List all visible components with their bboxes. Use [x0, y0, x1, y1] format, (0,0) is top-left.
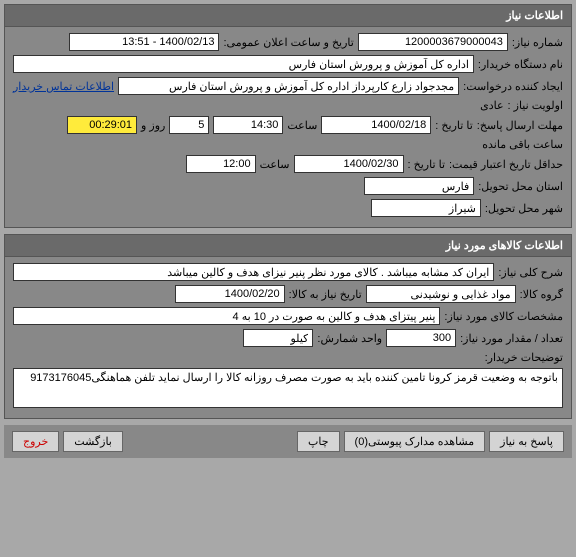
back-button[interactable]: بازگشت — [63, 431, 123, 452]
priority-value: عادی — [480, 99, 503, 112]
announce-field — [69, 33, 219, 51]
days-count-field — [169, 116, 209, 134]
row-delivery-province: استان محل تحویل: — [13, 177, 563, 195]
to-date-label: تا تاریخ : — [435, 119, 472, 132]
min-valid-date-field — [294, 155, 404, 173]
min-valid-label: حداقل تاریخ اعتبار قیمت: — [449, 158, 563, 171]
need-date-label: تاریخ نیاز به کالا: — [289, 288, 362, 301]
buyer-org-field — [13, 55, 474, 73]
row-creator: ایجاد کننده درخواست: اطلاعات تماس خریدار — [13, 77, 563, 95]
unit-field — [243, 329, 313, 347]
button-spacer — [127, 431, 293, 452]
spec-field — [13, 307, 440, 325]
button-row: پاسخ به نیاز مشاهده مدارک پیوستی(0) چاپ … — [4, 425, 572, 458]
deadline-label: مهلت ارسال پاسخ: — [477, 119, 563, 132]
qty-label: تعداد / مقدار مورد نیاز: — [460, 332, 563, 345]
row-group: گروه کالا: تاریخ نیاز به کالا: — [13, 285, 563, 303]
attachments-button[interactable]: مشاهده مدارک پیوستی(0) — [344, 431, 486, 452]
need-info-header: اطلاعات نیاز — [5, 5, 571, 27]
row-priority: اولویت نیاز : عادی — [13, 99, 563, 112]
deadline-time-field — [213, 116, 283, 134]
row-need-number: شماره نیاز: تاریخ و ساعت اعلان عمومی: — [13, 33, 563, 51]
delivery-province-field — [364, 177, 474, 195]
respond-button[interactable]: پاسخ به نیاز — [489, 431, 564, 452]
notes-label: توضیحات خریدار: — [485, 351, 563, 364]
print-button[interactable]: چاپ — [297, 431, 340, 452]
goods-info-panel: اطلاعات کالاهای مورد نیاز شرح کلی نیاز: … — [4, 234, 572, 419]
min-valid-time-field — [186, 155, 256, 173]
priority-label: اولویت نیاز : — [508, 99, 563, 112]
desc-field — [13, 263, 494, 281]
row-buyer-org: نام دستگاه خریدار: — [13, 55, 563, 73]
exit-button[interactable]: خروج — [12, 431, 59, 452]
min-valid-to-label: تا تاریخ : — [408, 158, 445, 171]
group-field — [366, 285, 516, 303]
row-delivery-city: شهر محل تحویل: — [13, 199, 563, 217]
deadline-time-label: ساعت — [287, 119, 317, 132]
unit-label: واحد شمارش: — [317, 332, 382, 345]
remaining-label: ساعت باقی مانده — [482, 138, 563, 151]
deadline-date-field — [321, 116, 431, 134]
need-info-body: شماره نیاز: تاریخ و ساعت اعلان عمومی: نا… — [5, 27, 571, 227]
creator-field — [118, 77, 459, 95]
need-date-field — [175, 285, 285, 303]
spec-label: مشخصات کالای مورد نیاز: — [444, 310, 563, 323]
days-label: روز و — [141, 119, 165, 132]
qty-field — [386, 329, 456, 347]
delivery-city-label: شهر محل تحویل: — [485, 202, 563, 215]
need-number-label: شماره نیاز: — [512, 36, 563, 49]
buyer-org-label: نام دستگاه خریدار: — [478, 58, 563, 71]
goods-info-header: اطلاعات کالاهای مورد نیاز — [5, 235, 571, 257]
row-notes: توضیحات خریدار: — [13, 351, 563, 408]
desc-label: شرح کلی نیاز: — [498, 266, 563, 279]
announce-label: تاریخ و ساعت اعلان عمومی: — [223, 36, 353, 49]
need-number-field — [358, 33, 508, 51]
delivery-province-label: استان محل تحویل: — [478, 180, 563, 193]
row-spec: مشخصات کالای مورد نیاز: — [13, 307, 563, 325]
remaining-time-field — [67, 116, 137, 134]
row-qty: تعداد / مقدار مورد نیاز: واحد شمارش: — [13, 329, 563, 347]
need-info-panel: اطلاعات نیاز شماره نیاز: تاریخ و ساعت اع… — [4, 4, 572, 228]
row-min-valid: حداقل تاریخ اعتبار قیمت: تا تاریخ : ساعت — [13, 155, 563, 173]
row-desc: شرح کلی نیاز: — [13, 263, 563, 281]
delivery-city-field — [371, 199, 481, 217]
notes-field — [13, 368, 563, 408]
row-deadline: مهلت ارسال پاسخ: تا تاریخ : ساعت روز و س… — [13, 116, 563, 151]
group-label: گروه کالا: — [520, 288, 563, 301]
min-valid-time-label: ساعت — [260, 158, 290, 171]
creator-label: ایجاد کننده درخواست: — [463, 80, 563, 93]
contact-link[interactable]: اطلاعات تماس خریدار — [13, 80, 114, 93]
goods-info-body: شرح کلی نیاز: گروه کالا: تاریخ نیاز به ک… — [5, 257, 571, 418]
